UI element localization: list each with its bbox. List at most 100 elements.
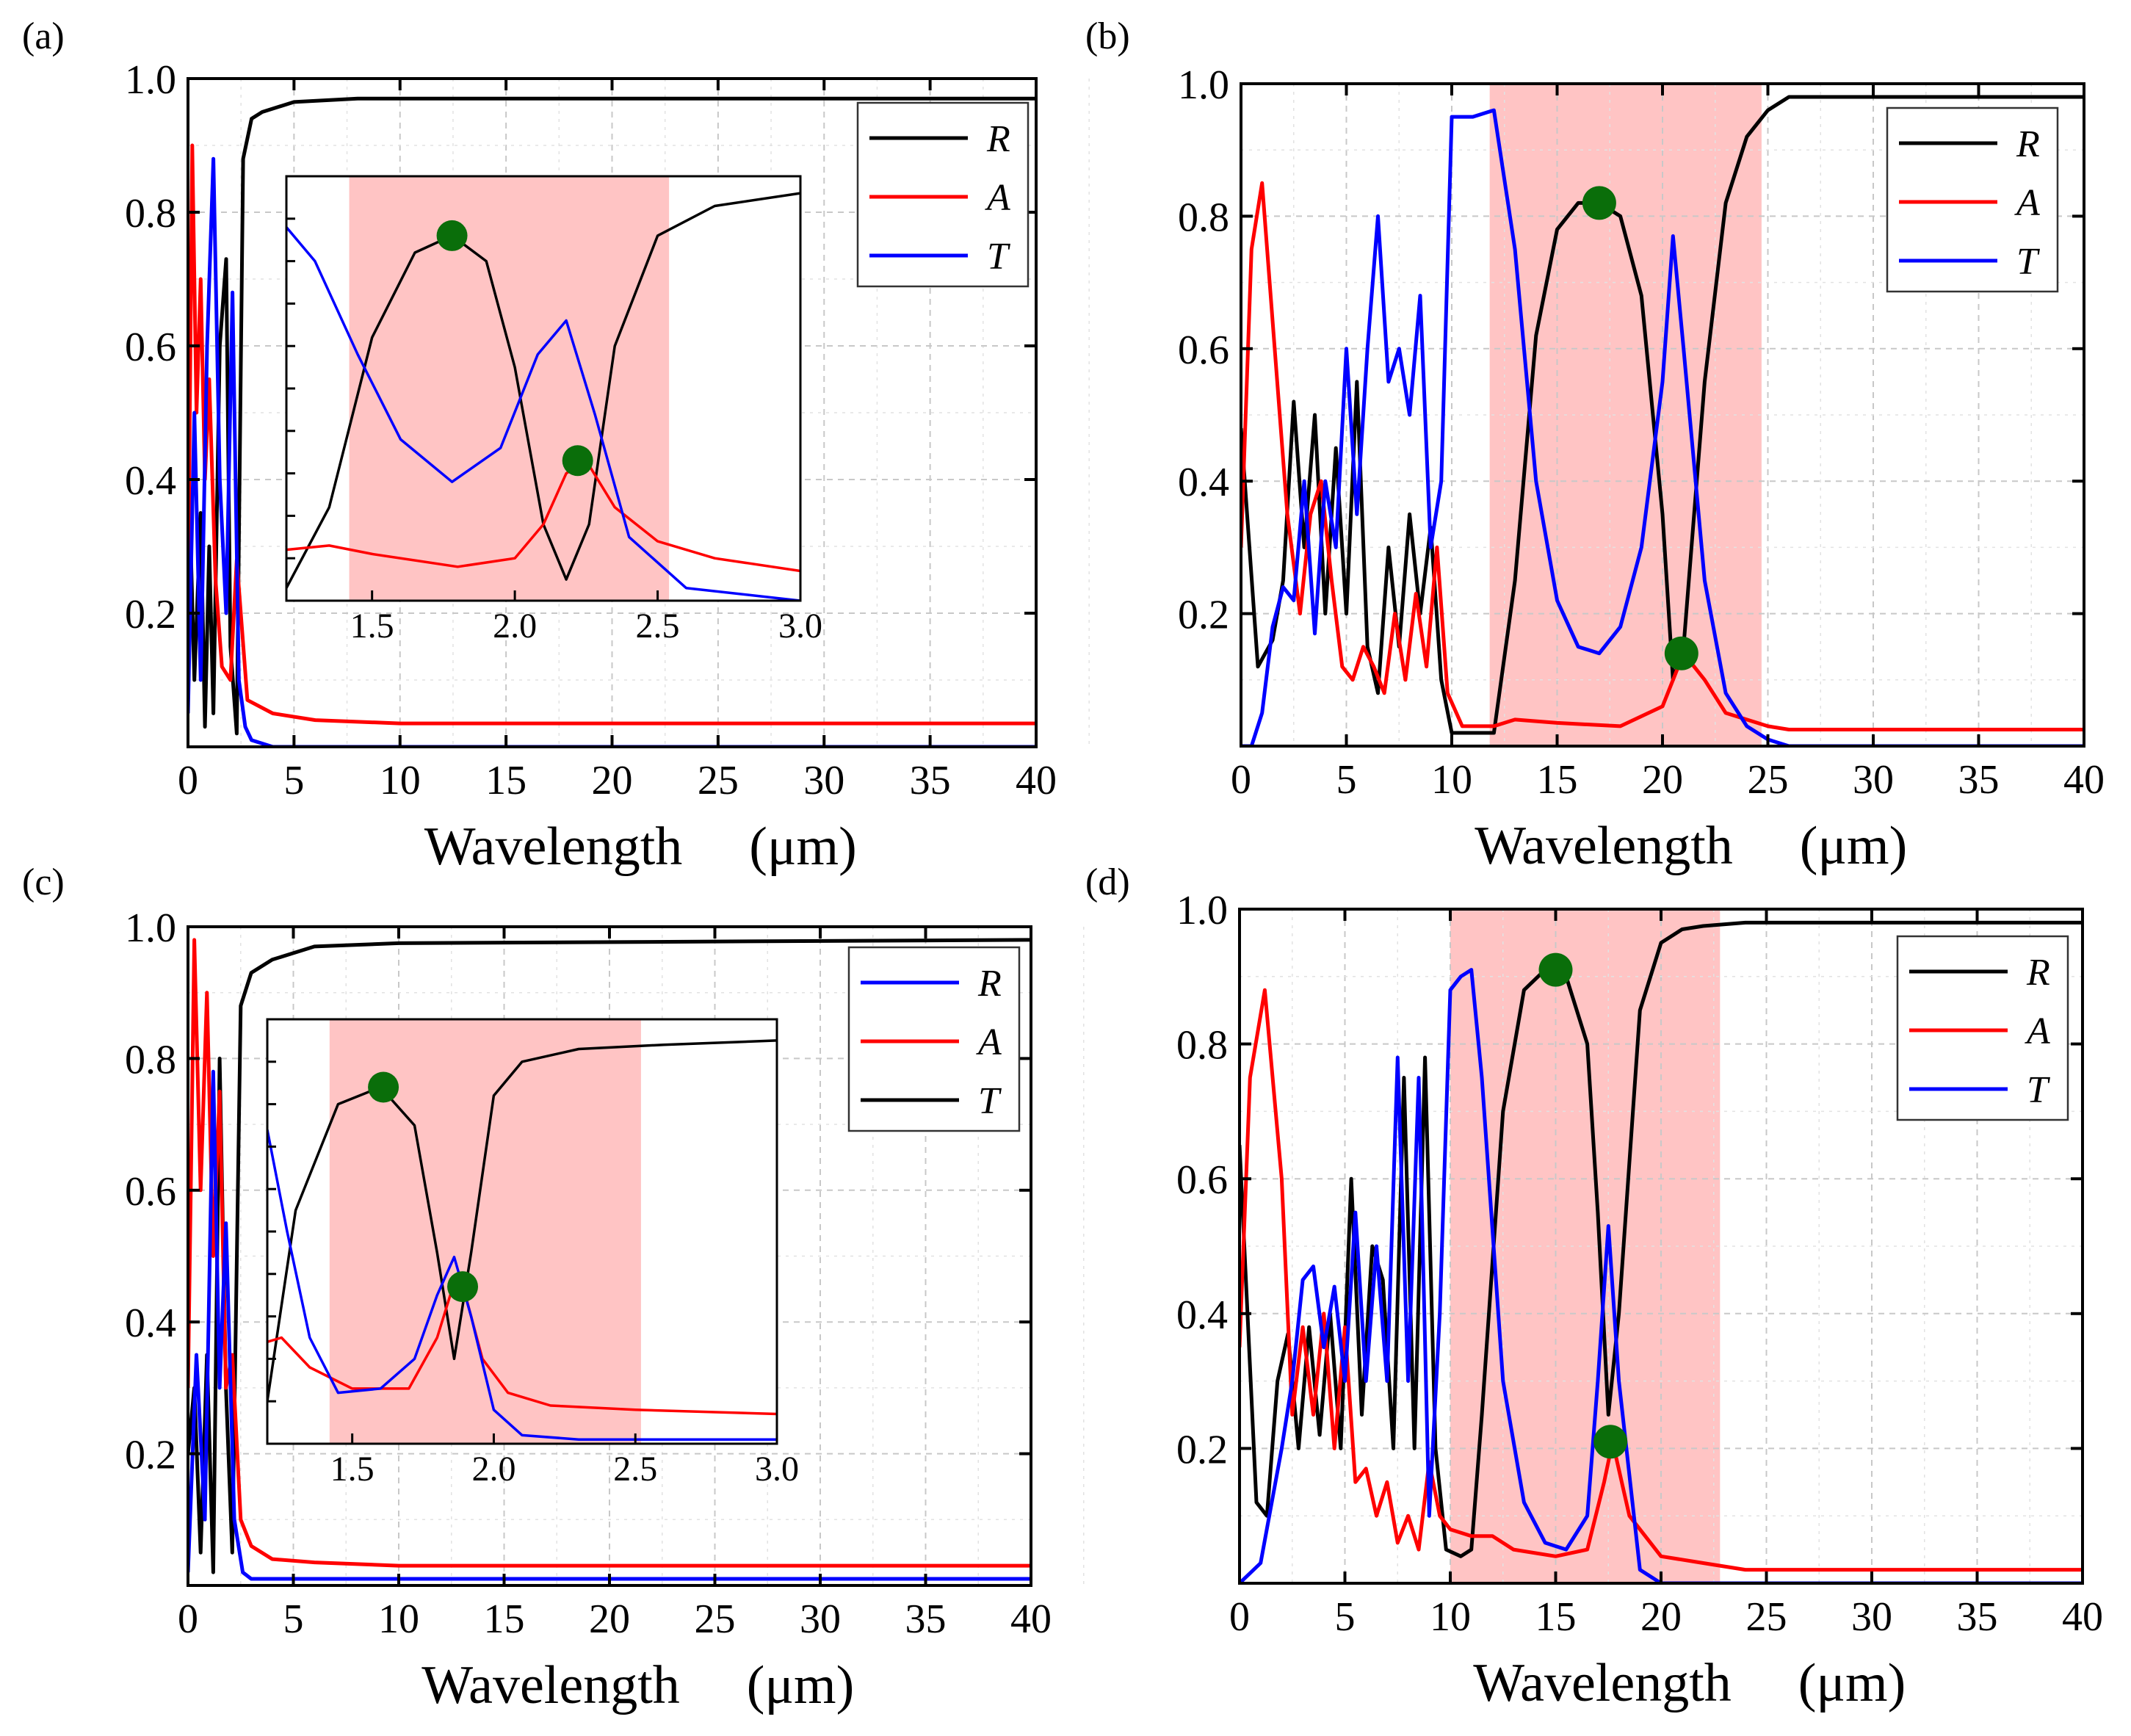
- panel-label: (d): [1085, 861, 1130, 903]
- x-tick-label: 20: [1640, 1594, 1682, 1640]
- inset-x-tick-label: 3.0: [778, 607, 822, 645]
- legend-label-A: A: [2014, 182, 2040, 224]
- inset-series-line-R: [286, 192, 800, 589]
- x-tick-label: 15: [1537, 757, 1578, 803]
- series-line-A: [188, 143, 1036, 726]
- x-tick-label: 40: [1010, 1596, 1052, 1642]
- panel-label: (a): [22, 15, 65, 57]
- legend-label-R: R: [2026, 952, 2050, 994]
- inset-x-tick-label: 2.0: [493, 607, 537, 645]
- inset-marker: [562, 445, 593, 477]
- x-tick-label: 20: [589, 1596, 630, 1642]
- x-tick-label: 40: [2063, 757, 2105, 803]
- legend-label-T: T: [2027, 1069, 2050, 1111]
- y-tick-label: 1.0: [125, 57, 176, 103]
- series-line-R: [1241, 95, 2084, 735]
- x-tick-label: 35: [905, 1596, 947, 1642]
- inset-x-tick-label: 2.5: [613, 1450, 657, 1489]
- y-tick-label: 0.4: [125, 1301, 176, 1346]
- x-axis-unit: (μm): [1800, 816, 1908, 876]
- legend-label-R: R: [986, 118, 1010, 160]
- x-tick-label: 15: [485, 758, 527, 803]
- legend-label-T: T: [987, 236, 1010, 278]
- x-tick-label: 40: [2062, 1594, 2103, 1640]
- x-tick-label: 25: [1746, 1594, 1787, 1640]
- x-tick-label: 10: [380, 758, 421, 803]
- x-tick-label: 10: [1430, 1594, 1471, 1640]
- y-tick-label: 0.4: [1176, 1292, 1228, 1338]
- x-tick-label: 5: [1336, 757, 1357, 803]
- inset: 1.5 2.0 2.5 3.0: [285, 175, 822, 645]
- x-tick-label: 30: [803, 758, 844, 803]
- x-tick-label: 5: [1335, 1594, 1356, 1640]
- series-line-T: [188, 156, 1036, 747]
- y-tick-label: 0.4: [125, 458, 176, 504]
- y-tick-label: 0.8: [1176, 1023, 1228, 1068]
- x-axis-unit: (μm): [747, 1655, 855, 1715]
- panel-b: 0 5 10 15 20 25 30 35 40 0.2 0.4 0.6 0.8 1.0 Wavelengt…: [1085, 15, 2105, 876]
- legend: RAT: [1886, 106, 2059, 293]
- series-line-T: [188, 938, 1031, 1574]
- inset-marker: [447, 1271, 479, 1303]
- x-axis-label: Wavelength: [424, 817, 683, 877]
- x-tick-label: 0: [1229, 1594, 1250, 1640]
- x-axis-label: Wavelength: [422, 1655, 680, 1715]
- legend-label-A: A: [976, 1021, 1002, 1063]
- inset-x-tick-label: 2.5: [636, 607, 680, 645]
- series-line-R: [188, 1069, 1031, 1581]
- legend-label-A: A: [2025, 1010, 2050, 1052]
- y-tick-label: 0.8: [125, 191, 176, 236]
- x-axis-label: Wavelength: [1475, 816, 1733, 876]
- y-tick-label: 0.6: [125, 325, 176, 370]
- legend-label-T: T: [2016, 241, 2040, 283]
- x-tick-label: 15: [484, 1596, 525, 1642]
- y-tick-label: 0.6: [125, 1169, 176, 1215]
- x-tick-label: 40: [1016, 758, 1057, 803]
- y-tick-label: 0.4: [1178, 460, 1229, 505]
- x-tick-label: 25: [1748, 757, 1789, 803]
- legend-label-R: R: [977, 963, 1002, 1005]
- y-tick-label: 0.6: [1176, 1157, 1228, 1203]
- y-tick-label: 0.8: [1178, 195, 1229, 240]
- inset-series-line-A: [286, 459, 800, 573]
- panel-label: (b): [1085, 15, 1130, 57]
- x-tick-label: 30: [800, 1596, 841, 1642]
- data-marker: [1538, 952, 1573, 987]
- x-tick-label: 5: [283, 758, 304, 803]
- legend: RAT: [856, 101, 1030, 288]
- y-tick-label: 0.6: [1178, 328, 1229, 373]
- x-tick-label: 30: [1851, 1594, 1892, 1640]
- inset-series-line-R: [267, 1129, 777, 1441]
- x-axis-label: Wavelength: [1473, 1653, 1732, 1713]
- x-tick-label: 20: [1642, 757, 1683, 803]
- legend-label-R: R: [2016, 123, 2040, 165]
- data-marker: [1582, 186, 1616, 220]
- panel-d: 0 5 10 15 20 25 30 35 40 0.2 0.4 0.6 0.8 1.0 Wavelengt…: [1085, 861, 2103, 1713]
- inset-marker: [436, 220, 468, 251]
- series-line-R: [1240, 920, 2083, 1558]
- x-axis-unit: (μm): [1798, 1653, 1906, 1713]
- x-tick-label: 25: [695, 1596, 736, 1642]
- y-tick-label: 0.2: [1176, 1427, 1228, 1472]
- x-tick-label: 0: [178, 758, 198, 803]
- panel-a: 0 5 10 15 20 25 30 35 40 0.2 0.4 0.6 0.8 1.0 Wavelengt…: [22, 15, 1090, 877]
- inset-x-tick-label: 3.0: [755, 1450, 799, 1489]
- y-tick-label: 0.2: [1178, 593, 1229, 638]
- x-tick-label: 15: [1535, 1594, 1577, 1640]
- data-marker: [1664, 636, 1698, 670]
- x-tick-label: 35: [1957, 1594, 1998, 1640]
- panel-c: 0 5 10 15 20 25 30 35 40 0.2 0.4 0.6 0.8 1.0 Wavelengt…: [22, 861, 1085, 1715]
- legend-label-T: T: [978, 1080, 1002, 1122]
- inset-shaded-band: [349, 176, 670, 601]
- x-tick-label: 5: [283, 1596, 304, 1642]
- x-axis-unit: (μm): [749, 817, 857, 877]
- inset-series-line-T: [267, 1039, 777, 1402]
- y-tick-label: 0.2: [125, 1433, 176, 1478]
- legend: RAT: [1896, 935, 2069, 1121]
- y-tick-label: 1.0: [125, 905, 176, 951]
- x-tick-label: 0: [178, 1596, 198, 1642]
- panel-label: (c): [22, 861, 65, 903]
- legend: RAT: [847, 946, 1021, 1132]
- inset-marker: [368, 1071, 399, 1103]
- inset-x-tick-label: 1.5: [350, 607, 394, 645]
